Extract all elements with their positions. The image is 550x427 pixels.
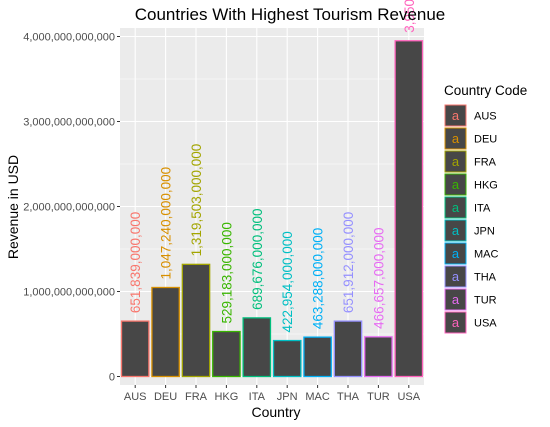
data-label-tur: 466,657,000,000 bbox=[371, 227, 386, 328]
y-axis-label: Revenue in USD bbox=[5, 155, 21, 259]
x-tick-label: MAC bbox=[305, 391, 330, 403]
x-tick-label: JPN bbox=[277, 391, 298, 403]
legend-key-ita bbox=[444, 196, 467, 219]
y-tick-label: 0 bbox=[109, 372, 115, 384]
legend-key-glyph: a bbox=[452, 108, 460, 123]
y-tick-label: 4,000,000,000,000 bbox=[23, 32, 115, 44]
data-label-deu: 1,047,240,000,000 bbox=[159, 167, 174, 280]
data-label-mac: 463,288,000,000 bbox=[311, 228, 326, 329]
x-tick-label: USA bbox=[397, 391, 420, 403]
legend-label-aus: AUS bbox=[474, 111, 497, 123]
bar-hkg bbox=[212, 330, 241, 378]
bar-fra bbox=[181, 263, 211, 378]
y-axis: 0 1,000,000,000,000 2,000,000,000,000 3,000… bbox=[23, 32, 120, 384]
data-labels-layer: 651,839,000,000 1,047,240,000,000 1,319,50… bbox=[128, 0, 417, 333]
bar-usa bbox=[394, 40, 424, 378]
legend-label-hkg: HKG bbox=[474, 180, 498, 192]
x-tick-label: ITA bbox=[249, 391, 266, 403]
x-tick-label: HKG bbox=[214, 391, 238, 403]
legend-key-glyph: a bbox=[452, 269, 460, 284]
x-tick-label: TUR bbox=[367, 391, 390, 403]
bar-tha bbox=[333, 320, 363, 378]
chart-title: Countries With Highest Tourism Revenue bbox=[135, 5, 446, 24]
legend-key-deu bbox=[444, 127, 467, 150]
x-tick-label: FRA bbox=[185, 391, 208, 403]
bar-mac bbox=[303, 336, 332, 378]
x-tick-label: AUS bbox=[124, 391, 147, 403]
legend-key-hkg bbox=[444, 173, 467, 196]
bar-deu bbox=[151, 286, 180, 378]
legend-key-glyph: a bbox=[452, 223, 460, 238]
legend-key-glyph: a bbox=[452, 177, 460, 192]
legend-key-tha bbox=[444, 265, 467, 288]
data-label-fra: 1,319,503,000,000 bbox=[189, 144, 204, 257]
legend-key-aus bbox=[444, 104, 467, 127]
y-tick-label: 1,000,000,000,000 bbox=[23, 287, 115, 299]
legend-title: Country Code bbox=[444, 83, 527, 98]
bar-ita bbox=[242, 317, 272, 378]
legend-key-glyph: a bbox=[452, 200, 460, 215]
bar-tur bbox=[364, 336, 393, 378]
legend-key-glyph: a bbox=[452, 315, 460, 330]
legend: Country Code a AUS a DEU a FRA a HKG a ITA a JPN a MA… bbox=[444, 83, 527, 334]
x-tick-label: THA bbox=[337, 391, 360, 403]
y-tick-label: 3,000,000,000,000 bbox=[23, 117, 115, 129]
x-axis-label: Country bbox=[251, 404, 300, 420]
legend-key-glyph: a bbox=[452, 131, 460, 146]
y-tick-label: 2,000,000,000,000 bbox=[23, 202, 115, 214]
x-tick-label: DEU bbox=[154, 391, 177, 403]
legend-key-fra bbox=[444, 150, 467, 173]
legend-key-glyph: a bbox=[452, 246, 460, 261]
legend-label-tha: THA bbox=[474, 272, 497, 284]
legend-key-usa bbox=[444, 311, 467, 334]
bar-jpn bbox=[272, 339, 302, 378]
legend-label-jpn: JPN bbox=[474, 226, 495, 238]
data-label-tha: 651,912,000,000 bbox=[341, 212, 356, 313]
legend-label-mac: MAC bbox=[474, 249, 499, 261]
legend-label-usa: USA bbox=[474, 318, 497, 330]
data-label-jpn: 422,954,000,000 bbox=[280, 231, 295, 332]
legend-label-ita: ITA bbox=[474, 203, 491, 215]
data-label-ita: 689,676,000,000 bbox=[250, 209, 265, 310]
legend-key-tur bbox=[444, 288, 467, 311]
x-axis: AUS DEU FRA HKG ITA JPN MAC THA TUR USA bbox=[124, 385, 421, 403]
data-label-usa: 3,950,000,000,000 bbox=[402, 0, 417, 33]
data-label-aus: 651,839,000,000 bbox=[128, 212, 143, 313]
bar-aus bbox=[120, 320, 150, 378]
legend-label-fra: FRA bbox=[474, 157, 497, 169]
legend-key-glyph: a bbox=[452, 154, 460, 169]
legend-key-jpn bbox=[444, 219, 467, 242]
legend-label-tur: TUR bbox=[474, 295, 497, 307]
legend-key-glyph: a bbox=[452, 292, 460, 307]
data-label-hkg: 529,183,000,000 bbox=[219, 222, 234, 323]
bars-layer bbox=[120, 40, 424, 378]
legend-key-mac bbox=[444, 242, 467, 265]
legend-label-deu: DEU bbox=[474, 134, 497, 146]
